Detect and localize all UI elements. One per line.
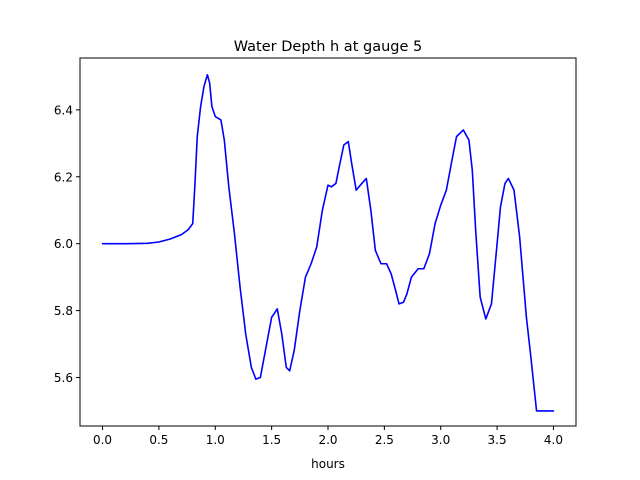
chart-title: Water Depth h at gauge 5 xyxy=(234,39,422,55)
y-tick-label: 6.0 xyxy=(54,237,73,251)
x-tick-label: 4.0 xyxy=(544,433,563,447)
x-tick-label: 3.0 xyxy=(431,433,450,447)
x-tick-label: 2.5 xyxy=(375,433,394,447)
x-tick-label: 3.5 xyxy=(488,433,507,447)
y-tick-label: 5.6 xyxy=(54,371,73,385)
x-axis-label: hours xyxy=(311,457,345,471)
x-tick-label: 1.5 xyxy=(262,433,281,447)
x-tick-label: 0.0 xyxy=(93,433,112,447)
series-line-0 xyxy=(101,73,555,412)
x-tick-label: 1.0 xyxy=(206,433,225,447)
y-tick-label: 5.8 xyxy=(54,304,73,318)
x-tick-label: 0.5 xyxy=(149,433,168,447)
x-axis: 0.0 0.5 1.0 1.5 2.0 2.5 3.0 3.5 4.0 xyxy=(93,426,563,447)
y-axis: 5.6 5.8 6.0 6.2 6.4 xyxy=(54,103,80,385)
x-tick-label: 2.0 xyxy=(318,433,337,447)
y-tick-label: 6.2 xyxy=(54,170,73,184)
y-tick-label: 6.4 xyxy=(54,103,73,117)
